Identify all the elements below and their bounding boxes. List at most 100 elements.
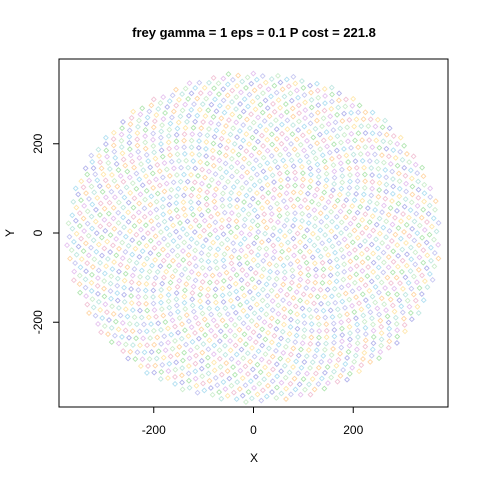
data-point: [199, 373, 206, 380]
data-point: [374, 200, 380, 207]
data-point: [196, 138, 203, 145]
data-point: [116, 229, 123, 236]
data-point: [245, 103, 251, 110]
data-point: [343, 96, 349, 103]
data-point: [347, 172, 353, 178]
data-point: [392, 314, 399, 321]
data-point: [214, 382, 221, 389]
data-point: [227, 131, 234, 138]
data-point: [144, 114, 151, 121]
data-point: [188, 90, 195, 97]
data-point: [373, 137, 380, 144]
data-point: [139, 356, 146, 363]
data-point: [203, 139, 210, 145]
data-point: [210, 239, 217, 246]
data-point: [296, 110, 303, 117]
data-point: [283, 204, 290, 211]
data-point: [88, 271, 95, 278]
data-point: [215, 121, 222, 128]
data-point: [333, 147, 340, 154]
data-point: [324, 286, 331, 293]
data-point: [330, 127, 337, 134]
data-point: [296, 264, 303, 271]
data-point: [295, 102, 302, 109]
data-point: [328, 374, 335, 381]
data-point: [173, 200, 180, 207]
data-point: [323, 214, 330, 220]
data-point: [220, 277, 227, 284]
data-point: [299, 170, 306, 177]
data-point: [174, 243, 181, 250]
data-point: [131, 195, 138, 202]
data-point: [340, 202, 347, 209]
data-point: [198, 180, 205, 187]
data-point: [262, 230, 268, 237]
data-point: [88, 287, 95, 294]
data-point: [292, 80, 299, 87]
data-point: [72, 185, 79, 192]
data-point: [290, 113, 297, 120]
data-point: [188, 269, 195, 275]
data-point: [229, 111, 236, 118]
data-point: [205, 251, 212, 258]
data-point: [367, 358, 374, 365]
data-point: [412, 249, 419, 256]
data-point: [304, 299, 310, 306]
data-point: [243, 148, 250, 155]
data-point: [339, 179, 346, 186]
data-point: [301, 359, 308, 365]
data-point: [378, 342, 385, 349]
data-point: [84, 208, 91, 215]
data-point: [362, 109, 369, 116]
data-point: [263, 174, 269, 181]
data-point: [263, 393, 270, 400]
data-point: [306, 184, 313, 191]
data-point: [232, 371, 238, 378]
data-point: [345, 138, 351, 145]
data-point: [229, 99, 235, 105]
data-point: [218, 135, 225, 142]
data-point: [315, 94, 322, 101]
data-point: [312, 215, 319, 222]
data-point: [375, 264, 382, 271]
data-point: [200, 380, 206, 387]
data-point: [223, 269, 230, 276]
data-point: [64, 242, 70, 249]
data-point: [166, 208, 173, 215]
data-point: [239, 267, 246, 273]
data-point: [404, 251, 410, 258]
data-point: [426, 202, 433, 209]
data-point: [211, 367, 218, 374]
data-point: [299, 183, 306, 189]
data-point: [315, 235, 321, 242]
data-point: [237, 144, 244, 151]
data-point: [175, 185, 182, 192]
data-point: [280, 198, 287, 204]
data-point: [383, 307, 390, 314]
data-point: [270, 366, 276, 373]
data-point: [84, 260, 91, 267]
data-point: [236, 315, 243, 322]
data-point: [384, 244, 391, 250]
data-point: [220, 379, 227, 385]
data-point: [351, 215, 358, 222]
data-point: [208, 213, 214, 220]
data-point: [210, 113, 217, 120]
data-point: [311, 223, 318, 230]
data-point: [401, 164, 408, 171]
data-point: [251, 240, 258, 247]
data-point: [307, 391, 314, 398]
x-tick-label: 0: [250, 423, 257, 437]
data-point: [69, 225, 76, 232]
data-point: [290, 345, 297, 352]
data-point: [308, 112, 315, 119]
data-point: [186, 260, 193, 267]
data-point: [249, 366, 256, 373]
data-point: [245, 371, 251, 377]
data-point: [315, 180, 322, 187]
data-point: [189, 302, 196, 309]
data-point: [115, 326, 122, 333]
data-point: [257, 83, 263, 90]
data-point: [370, 227, 377, 234]
x-axis-label: X: [250, 451, 258, 465]
